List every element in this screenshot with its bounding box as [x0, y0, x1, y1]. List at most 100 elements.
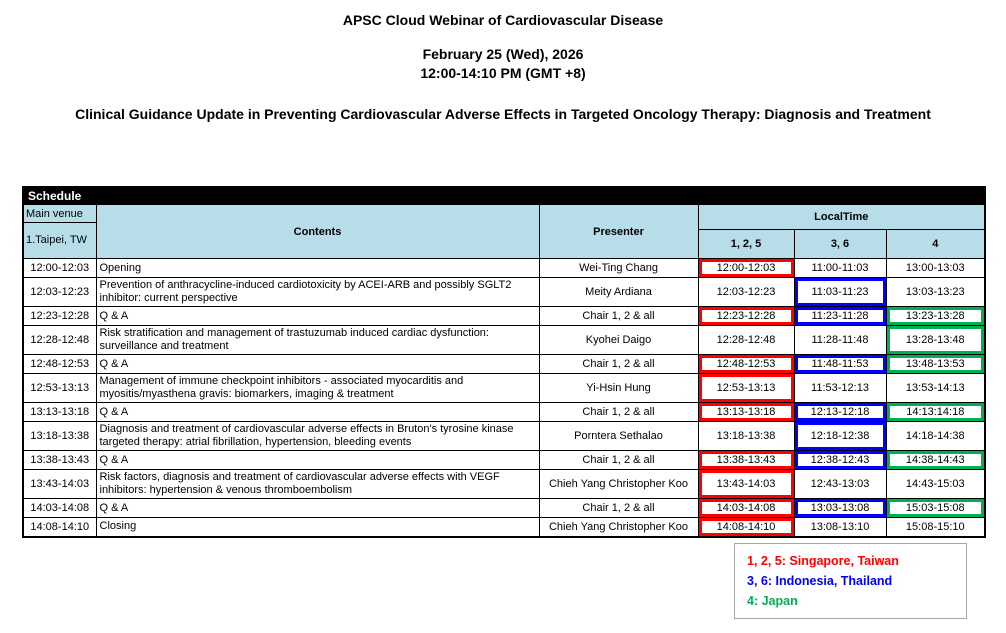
table-row: 13:38-13:43 Q & A Chair 1, 2 & all 13:38…	[22, 450, 986, 470]
session-presenter: Chair 1, 2 & all	[538, 450, 699, 470]
session-time: 12:53-13:13	[22, 373, 97, 403]
localtime-36-cell: 13:08-13:10	[793, 517, 887, 537]
localtime-125-cell: 13:43-14:03	[697, 469, 795, 499]
schedule-bar-label: Schedule	[22, 186, 986, 205]
table-row: 12:03-12:23 Prevention of anthracycline-…	[22, 277, 986, 307]
localtime-4-cell: 13:53-14:13	[885, 373, 986, 403]
localtime-subheader-row: 1, 2, 5 3, 6 4	[23, 229, 986, 259]
webinar-subtitle: Clinical Guidance Update in Preventing C…	[75, 106, 931, 122]
session-time: 12:03-12:23	[22, 277, 97, 307]
localtime-36-cell: 12:43-13:03	[793, 469, 887, 499]
date-block: February 25 (Wed), 2026 12:00-14:10 PM (…	[0, 45, 1006, 83]
schedule-table: Schedule Main venue Contents Presenter L…	[22, 186, 987, 538]
schedule-bar: Schedule	[22, 186, 986, 205]
localtime-4-cell: 14:18-14:38	[885, 421, 986, 451]
localtime-36-cell: 11:00-11:03	[793, 258, 887, 278]
localtime-36-cell: 11:28-11:48	[793, 325, 887, 355]
localtime-subcol-36: 3, 6	[793, 229, 887, 259]
session-presenter: Wei-Ting Chang	[538, 258, 699, 278]
session-presenter: Porntera Sethalao	[538, 421, 699, 451]
localtime-36-cell: 12:18-12:38	[793, 421, 887, 451]
session-contents: Prevention of anthracycline-induced card…	[95, 277, 540, 307]
session-time: 12:48-12:53	[22, 354, 97, 374]
localtime-125-cell: 13:13-13:18	[697, 402, 795, 422]
webinar-date: February 25 (Wed), 2026	[422, 46, 584, 62]
legend-entry-red: 1, 2, 5: Singapore, Taiwan	[747, 554, 899, 568]
session-presenter: Yi-Hsin Hung	[538, 373, 699, 403]
presenter-column-header: Presenter	[538, 204, 699, 259]
localtime-4-cell: 15:03-15:08	[885, 498, 986, 518]
session-presenter: Meity Ardiana	[538, 277, 699, 307]
session-time: 13:43-14:03	[22, 469, 97, 499]
session-contents: Q & A	[95, 450, 540, 470]
session-time: 13:13-13:18	[22, 402, 97, 422]
localtime-4-cell: 13:23-13:28	[885, 306, 986, 326]
table-row: 12:53-13:13 Management of immune checkpo…	[22, 373, 986, 403]
session-time: 12:23-12:28	[22, 306, 97, 326]
localtime-column-header: LocalTime	[697, 204, 986, 230]
localtime-subcol-4: 4	[885, 229, 986, 259]
session-time: 12:28-12:48	[22, 325, 97, 355]
localtime-4-cell: 13:03-13:23	[885, 277, 986, 307]
session-time: 14:08-14:10	[22, 517, 97, 537]
table-row: 13:13-13:18 Q & A Chair 1, 2 & all 13:13…	[22, 402, 986, 422]
venue-taipei-label: 1.Taipei, TW	[22, 222, 97, 259]
main-venue-header: Main venue	[22, 204, 97, 223]
webinar-title: APSC Cloud Webinar of Cardiovascular Dis…	[342, 12, 664, 28]
table-row: 13:18-13:38 Diagnosis and treatment of c…	[22, 421, 986, 451]
localtime-125-cell: 12:53-13:13	[697, 373, 795, 403]
localtime-125-cell: 14:08-14:10	[697, 517, 795, 537]
localtime-125-cell: 13:38-13:43	[697, 450, 795, 470]
session-contents: Diagnosis and treatment of cardiovascula…	[95, 421, 540, 451]
table-row: 13:43-14:03 Risk factors, diagnosis and …	[22, 469, 986, 499]
session-contents: Risk factors, diagnosis and treatment of…	[95, 469, 540, 499]
localtime-4-cell: 14:38-14:43	[885, 450, 986, 470]
localtime-36-cell: 11:53-12:13	[793, 373, 887, 403]
header-row: Main venue Contents Presenter LocalTime	[22, 204, 986, 259]
table-row: 14:03-14:08 Q & A Chair 1, 2 & all 14:03…	[22, 498, 986, 518]
localtime-36-cell: 11:23-11:28	[793, 306, 887, 326]
localtime-4-cell: 13:48-13:53	[885, 354, 986, 374]
localtime-36-cell: 12:38-12:43	[793, 450, 887, 470]
session-contents: Q & A	[95, 402, 540, 422]
session-time: 12:00-12:03	[22, 258, 97, 278]
session-contents: Management of immune checkpoint inhibito…	[95, 373, 540, 403]
session-presenter: Chieh Yang Christopher Koo	[538, 517, 699, 537]
webinar-time: 12:00-14:10 PM (GMT +8)	[420, 65, 586, 81]
localtime-4-cell: 14:13:14:18	[885, 402, 986, 422]
table-row: 12:48-12:53 Q & A Chair 1, 2 & all 12:48…	[22, 354, 986, 374]
session-contents: Q & A	[95, 306, 540, 326]
session-contents: Q & A	[95, 498, 540, 518]
session-presenter: Chair 1, 2 & all	[538, 306, 699, 326]
localtime-4-cell: 14:43-15:03	[885, 469, 986, 499]
localtime-125-cell: 12:03-12:23	[697, 277, 795, 307]
localtime-125-cell: 12:00-12:03	[697, 258, 795, 278]
session-presenter: Kyohei Daigo	[538, 325, 699, 355]
legend-box: 1, 2, 5: Singapore, Taiwan 3, 6: Indones…	[734, 543, 967, 619]
localtime-125-cell: 13:18-13:38	[697, 421, 795, 451]
table-row: 12:28-12:48 Risk stratification and mana…	[22, 325, 986, 355]
session-contents: Closing	[95, 517, 540, 537]
localtime-subcol-125: 1, 2, 5	[697, 229, 795, 259]
localtime-36-cell: 11:03-11:23	[793, 277, 887, 307]
session-presenter: Chair 1, 2 & all	[538, 354, 699, 374]
header-row-mid: 1.Taipei, TW	[22, 222, 985, 259]
table-row: 12:00-12:03 Opening Wei-Ting Chang 12:00…	[22, 258, 986, 278]
localtime-125-cell: 14:03-14:08	[697, 498, 795, 518]
localtime-36-cell: 11:48-11:53	[793, 354, 887, 374]
session-presenter: Chair 1, 2 & all	[538, 402, 699, 422]
localtime-4-cell: 15:08-15:10	[885, 517, 986, 537]
table-row: 14:08-14:10 Closing Chieh Yang Christoph…	[22, 517, 986, 537]
session-presenter: Chieh Yang Christopher Koo	[538, 469, 699, 499]
localtime-36-cell: 12:13-12:18	[793, 402, 887, 422]
session-contents: Risk stratification and management of tr…	[95, 325, 540, 355]
localtime-125-cell: 12:23-12:28	[697, 306, 795, 326]
localtime-36-cell: 13:03-13:08	[793, 498, 887, 518]
legend-entry-green: 4: Japan	[747, 594, 798, 608]
localtime-125-cell: 12:28-12:48	[697, 325, 795, 355]
table-row: 12:23-12:28 Q & A Chair 1, 2 & all 12:23…	[22, 306, 986, 326]
contents-column-header: Contents	[95, 204, 540, 259]
localtime-125-cell: 12:48-12:53	[697, 354, 795, 374]
session-contents: Q & A	[95, 354, 540, 374]
localtime-4-cell: 13:28-13:48	[885, 325, 986, 355]
